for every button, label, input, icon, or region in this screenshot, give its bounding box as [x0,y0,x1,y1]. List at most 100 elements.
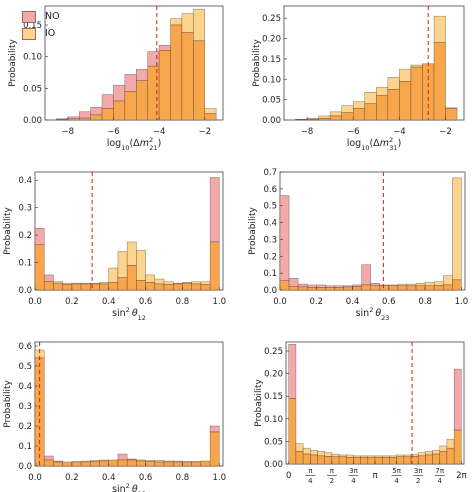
bar-overlap [432,453,441,465]
bar-top-io [442,275,453,286]
bar-overlap [43,281,54,291]
y-tick-label: 0.25 [264,347,283,357]
x-tick-label: −6 [347,127,360,137]
x-tick-label: 0.4 [346,297,360,307]
x-tick-label: 0.2 [65,297,79,307]
bar-overlap [424,285,435,291]
bar-overlap [172,461,183,467]
bar-top-io [439,445,448,452]
bar-overlap [126,459,137,467]
bar-top-io [136,249,146,281]
bar-overlap [43,459,54,467]
bar-top-io [432,450,441,455]
y-axis-label: Probability [254,379,264,427]
x-tick-label: 0.4 [102,297,116,307]
bar-overlap [361,284,371,291]
legend: NO IO [22,8,60,42]
y-tick-label: 0.2 [18,231,32,241]
bar-overlap [403,456,412,465]
bar-overlap [433,285,444,291]
bar-top-io [410,64,423,68]
bar-overlap [415,285,426,291]
bar-top-io [193,8,205,42]
bar-overlap [145,461,156,467]
x-tick-label-numerator: 3π [414,467,423,475]
y-tick-label: 0.05 [23,84,42,94]
bar-overlap [295,451,304,465]
x-tick-label: 0.0 [273,297,287,307]
x-axis-label: sin2 θ23 [356,306,390,322]
bar-top-no [43,274,54,283]
y-tick-label: 0.5 [18,362,32,372]
bar-overlap [360,456,369,465]
bar-overlap [297,286,308,291]
x-tick-label-numerator: 3π [349,467,358,475]
y-axis-label: Probability [248,207,258,255]
bar-overlap [200,284,211,291]
y-tick-label: 0.6 [263,185,277,195]
x-tick-label: 2π [456,471,467,481]
bar-overlap [338,456,347,465]
y-axis-label: Probability [3,207,13,255]
x-tick-label-denominator: 4 [438,477,443,485]
x-tick-label-numerator: π [330,467,335,475]
bar-overlap [67,118,80,121]
bar-overlap [53,282,63,291]
bar-top-io [417,452,426,457]
bar-overlap [56,119,69,121]
bar-overlap [126,265,137,291]
bar-top-no [361,264,371,286]
y-tick-label: 0.2 [18,422,32,432]
chart-2: 0.00 0.05 0.10 0.15 0.20 0.25 −8 −6 −4 −2 Probabil… [252,5,465,152]
bar-overlap [158,50,171,121]
y-tick-label: 0.3 [18,204,32,214]
x-axis-label: sin2θ13 [112,482,146,492]
bar-top-no [453,368,462,431]
y-tick-label: 0.10 [23,53,42,63]
plot-frame [285,341,465,465]
bar-overlap [352,286,362,291]
bar-overlap [341,112,354,121]
bar-overlap [388,285,399,291]
bar-overlap [317,455,325,465]
bar-top-no [325,285,335,288]
y-tick-label: 0.00 [262,116,281,126]
y-tick-label: 0.0 [18,286,32,296]
legend-label-io: IO [45,28,56,39]
bar-top-io [163,281,174,285]
bar-overlap [101,108,114,121]
bar-overlap [325,287,335,291]
bar-overlap [346,456,354,465]
y-tick-label: 0.25 [262,14,281,24]
bar-top-io [397,283,408,287]
plot-frame [279,171,466,291]
bar-overlap [399,81,412,121]
bar-overlap [200,460,211,467]
bar-overlap [379,285,390,291]
bar-overlap [182,461,192,467]
x-tick-label: 0.2 [65,473,79,483]
bar-overlap [318,118,331,121]
x-tick-label: 0.8 [176,297,190,307]
x-tick-label: 0.6 [382,297,396,307]
bar-overlap [389,456,397,465]
bar-top-io [446,438,455,449]
bar-overlap [306,118,319,121]
y-axis-label: Probability [3,380,13,428]
x-tick-label-denominator: 4 [308,477,313,485]
bar-top-io [396,454,405,458]
bar-top-no [158,45,171,51]
bar-top-io [352,101,366,109]
x-tick-label: π [372,471,377,481]
bar-overlap [353,456,361,465]
bar-top-io [406,283,417,287]
bar-top-io [376,87,389,96]
bar-overlap [352,108,366,121]
bar-overlap [136,80,148,121]
bar-overlap [154,461,165,467]
bar-overlap [417,455,426,465]
y-tick-label: 0.6 [18,342,32,352]
bar-overlap [453,429,462,465]
bar-top-no [67,116,80,119]
